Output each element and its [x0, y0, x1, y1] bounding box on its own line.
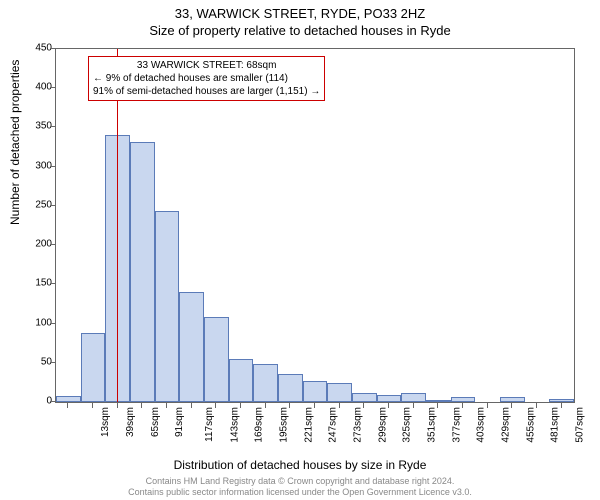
bar: [500, 397, 525, 402]
x-tick-mark: [67, 403, 68, 408]
bar: [352, 393, 377, 402]
chart-title-line2: Size of property relative to detached ho…: [0, 21, 600, 38]
bar: [179, 292, 204, 402]
footer-attribution: Contains HM Land Registry data © Crown c…: [0, 476, 600, 498]
x-tick-label: 273sqm: [353, 407, 364, 443]
x-tick-mark: [265, 403, 266, 408]
x-tick-label: 39sqm: [125, 407, 136, 437]
y-tick-mark: [50, 323, 55, 324]
y-tick-label: 0: [12, 396, 52, 407]
y-tick-label: 350: [12, 121, 52, 132]
y-tick-label: 200: [12, 239, 52, 250]
x-tick-label: 143sqm: [229, 407, 240, 443]
y-tick-mark: [50, 205, 55, 206]
x-tick-mark: [437, 403, 438, 408]
bar: [130, 142, 155, 402]
x-tick-label: 299sqm: [377, 407, 388, 443]
y-tick-label: 300: [12, 160, 52, 171]
y-tick-label: 450: [12, 43, 52, 54]
bar: [81, 333, 106, 402]
x-tick-mark: [536, 403, 537, 408]
y-tick-mark: [50, 283, 55, 284]
bar: [401, 393, 426, 402]
chart-plot-area: [55, 48, 575, 403]
bar: [327, 383, 352, 402]
bar: [229, 359, 254, 402]
bar: [426, 400, 451, 402]
annotation-line2: ← 9% of detached houses are smaller (114…: [93, 72, 320, 85]
y-tick-mark: [50, 48, 55, 49]
y-tick-mark: [50, 244, 55, 245]
bar: [278, 374, 303, 402]
x-tick-label: 351sqm: [427, 407, 438, 443]
x-tick-label: 169sqm: [254, 407, 265, 443]
x-tick-mark: [511, 403, 512, 408]
bar: [56, 396, 81, 402]
annotation-line3: 91% of semi-detached houses are larger (…: [93, 85, 320, 98]
annotation-box: 33 WARWICK STREET: 68sqm ← 9% of detache…: [88, 56, 325, 101]
x-tick-label: 481sqm: [550, 407, 561, 443]
x-tick-label: 507sqm: [575, 407, 586, 443]
y-tick-label: 150: [12, 278, 52, 289]
y-tick-label: 50: [12, 356, 52, 367]
footer-line2: Contains public sector information licen…: [0, 487, 600, 498]
x-tick-label: 13sqm: [100, 407, 111, 437]
footer-line1: Contains HM Land Registry data © Crown c…: [0, 476, 600, 487]
x-tick-mark: [561, 403, 562, 408]
y-tick-label: 400: [12, 82, 52, 93]
x-tick-mark: [166, 403, 167, 408]
x-tick-mark: [191, 403, 192, 408]
x-tick-label: 325sqm: [402, 407, 413, 443]
bar: [377, 395, 402, 402]
y-tick-label: 250: [12, 199, 52, 210]
x-tick-label: 429sqm: [501, 407, 512, 443]
x-tick-label: 91sqm: [174, 407, 185, 437]
y-tick-mark: [50, 87, 55, 88]
x-tick-mark: [117, 403, 118, 408]
x-axis-label: Distribution of detached houses by size …: [0, 458, 600, 472]
x-tick-mark: [388, 403, 389, 408]
bar: [451, 397, 476, 402]
bar: [155, 211, 180, 402]
x-tick-mark: [462, 403, 463, 408]
y-tick-label: 100: [12, 317, 52, 328]
x-tick-label: 455sqm: [525, 407, 536, 443]
x-tick-mark: [487, 403, 488, 408]
y-tick-mark: [50, 401, 55, 402]
x-tick-label: 247sqm: [328, 407, 339, 443]
x-tick-label: 403sqm: [476, 407, 487, 443]
x-tick-mark: [363, 403, 364, 408]
bar: [303, 381, 328, 402]
y-tick-mark: [50, 126, 55, 127]
y-tick-mark: [50, 362, 55, 363]
x-tick-mark: [289, 403, 290, 408]
x-tick-label: 195sqm: [279, 407, 290, 443]
x-tick-label: 377sqm: [451, 407, 462, 443]
x-tick-mark: [413, 403, 414, 408]
x-tick-mark: [92, 403, 93, 408]
bar: [253, 364, 278, 402]
x-tick-label: 117sqm: [204, 407, 215, 442]
y-tick-mark: [50, 166, 55, 167]
chart-title-line1: 33, WARWICK STREET, RYDE, PO33 2HZ: [0, 0, 600, 21]
bar: [549, 399, 574, 402]
annotation-line1: 33 WARWICK STREET: 68sqm: [93, 59, 320, 72]
x-tick-mark: [314, 403, 315, 408]
x-tick-mark: [339, 403, 340, 408]
bar: [204, 317, 229, 402]
x-tick-label: 65sqm: [150, 407, 161, 437]
x-tick-label: 221sqm: [303, 407, 314, 443]
property-marker-line: [117, 49, 118, 402]
x-tick-mark: [215, 403, 216, 408]
x-tick-mark: [240, 403, 241, 408]
x-tick-mark: [141, 403, 142, 408]
